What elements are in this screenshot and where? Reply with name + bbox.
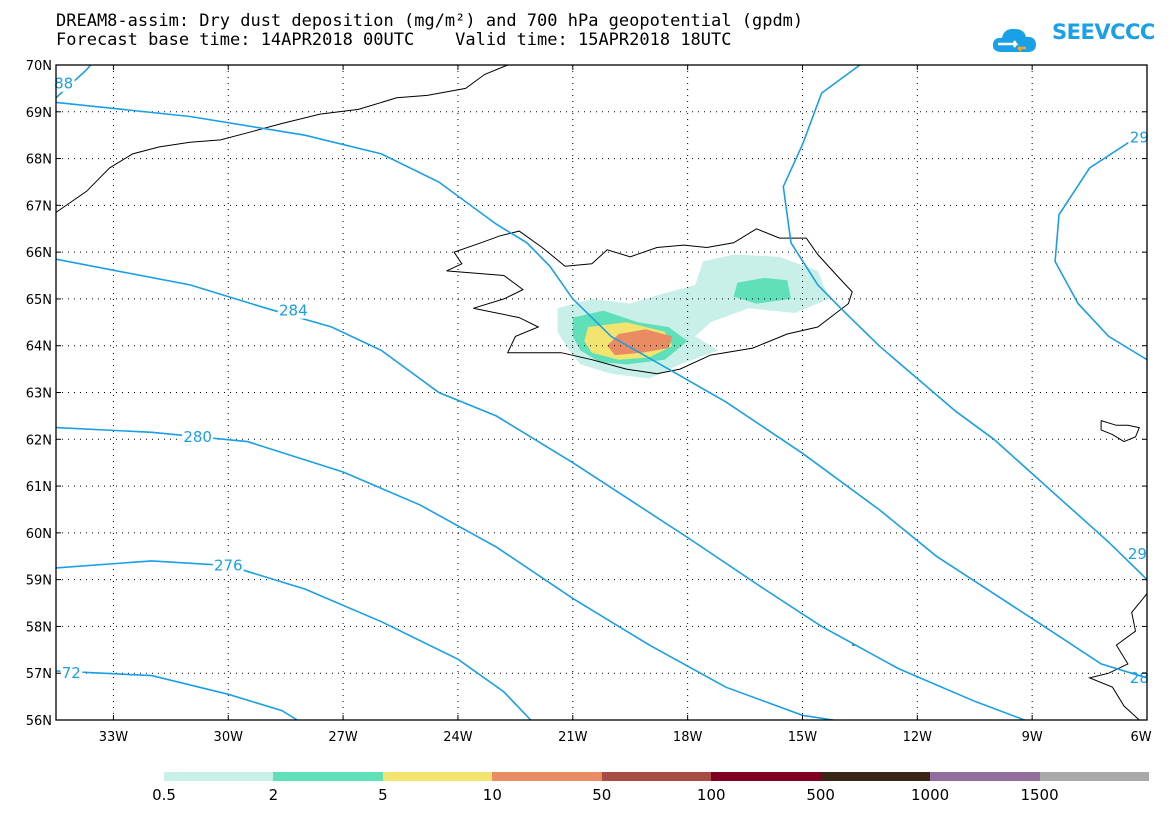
contour-line-284-2 [55, 258, 1025, 721]
legend-label: 2 [268, 786, 279, 804]
legend-swatch [711, 772, 822, 781]
legend-label: 0.5 [152, 786, 176, 804]
contour-label-bg [277, 300, 309, 319]
legend-swatch [930, 772, 1041, 781]
dust-area-10-4 [607, 329, 673, 356]
coastline-faroes [1100, 420, 1140, 443]
legend-label: 5 [378, 786, 388, 804]
lat-tick-label: 62N [26, 433, 52, 448]
lat-tick-label: 58N [26, 620, 52, 635]
map-border [55, 64, 1148, 721]
contour-label-bg [182, 426, 214, 445]
map-frame [55, 64, 1148, 721]
lat-tick-label: 66N [26, 246, 52, 261]
legend-swatch [492, 772, 603, 781]
legend-label: 10 [482, 786, 502, 804]
contour-edge-label-1: 28 [1130, 669, 1149, 687]
chart-title-line1: DREAM8-assim: Dry dust deposition (mg/m²… [56, 11, 804, 31]
contour-label-bg [1128, 127, 1151, 146]
contour-label-296: 29 [1130, 129, 1149, 147]
logo-cloud-icon [992, 28, 1036, 52]
contour-label-bg [212, 555, 244, 574]
lat-tick-label: 63N [26, 387, 52, 402]
lon-tick-label: 21W [558, 730, 588, 745]
chart-title-line2: Forecast base time: 14APR2018 00UTC Vali… [56, 30, 732, 50]
lon-tick-label: 24W [443, 730, 473, 745]
legend-label: 50 [592, 786, 612, 804]
contour-edge-label-0: 29 [1128, 545, 1147, 563]
lat-tick-label: 70N [26, 59, 52, 74]
contour-line-296-7 [1054, 129, 1148, 361]
lat-tick-label: 61N [26, 480, 52, 495]
lon-tick-label: 18W [673, 730, 703, 745]
legend-swatch [273, 772, 384, 781]
contour-label-276: 276 [214, 557, 243, 575]
legend-label: 100 [696, 786, 726, 804]
lat-tick-label: 64N [26, 340, 52, 355]
legend-swatch [1039, 772, 1150, 781]
contour-label-288: 88 [54, 75, 73, 93]
contour-label-284: 284 [279, 302, 308, 320]
contour-label-bg [60, 663, 83, 682]
lon-tick-label: 6W [1130, 730, 1151, 745]
contour-line-292-6 [782, 64, 1148, 581]
lon-tick-label: 30W [214, 730, 244, 745]
dust-deposition-layer [557, 254, 830, 379]
coastline-scotland [1087, 593, 1148, 721]
lon-tick-label: 27W [328, 730, 358, 745]
contour-line-272-5 [55, 670, 298, 721]
lat-tick-label: 68N [26, 153, 52, 168]
lat-tick-label: 65N [26, 293, 52, 308]
legend-swatch [382, 772, 493, 781]
contour-line-276-4 [55, 560, 532, 721]
contour-label-272: 72 [62, 664, 81, 682]
coastline-iceland [446, 228, 853, 375]
geopotential-contour-layer: 88 284 280 276 72 29 29 28 [52, 64, 1151, 721]
lon-tick-label: 15W [788, 730, 818, 745]
contour-label-280: 280 [183, 428, 212, 446]
coastline-layer [55, 64, 1148, 721]
coastline-greenland [55, 64, 508, 213]
legend-label: 500 [806, 786, 835, 804]
lat-tick-label: 57N [26, 667, 52, 682]
lat-tick-label: 59N [26, 574, 52, 589]
lat-tick-label: 67N [26, 199, 52, 214]
logo-text: SEEVCCC [1052, 20, 1155, 44]
dust-area-2-2 [733, 277, 791, 304]
legend-label: 1000 [911, 786, 950, 804]
legend-label: 1500 [1020, 786, 1059, 804]
axis-tick-labels: 70N 69N 68N 67N 66N 65N 64N 63N 62N 61N 60N 59N 58N 5… [26, 59, 1152, 745]
lon-tick-label: 33W [99, 730, 129, 745]
legend-swatch [601, 772, 712, 781]
graticule-layer [56, 65, 1147, 720]
contour-label-bg [52, 73, 75, 92]
legend-swatch [820, 772, 931, 781]
lat-tick-label: 56N [26, 714, 52, 729]
lon-tick-label: 9W [1022, 730, 1043, 745]
lat-tick-label: 60N [26, 527, 52, 542]
contour-line-284-1 [55, 101, 1148, 679]
lon-tick-label: 12W [903, 730, 933, 745]
contour-line-280-3 [55, 426, 834, 721]
lat-tick-label: 69N [26, 106, 52, 121]
legend-swatch [164, 772, 274, 781]
